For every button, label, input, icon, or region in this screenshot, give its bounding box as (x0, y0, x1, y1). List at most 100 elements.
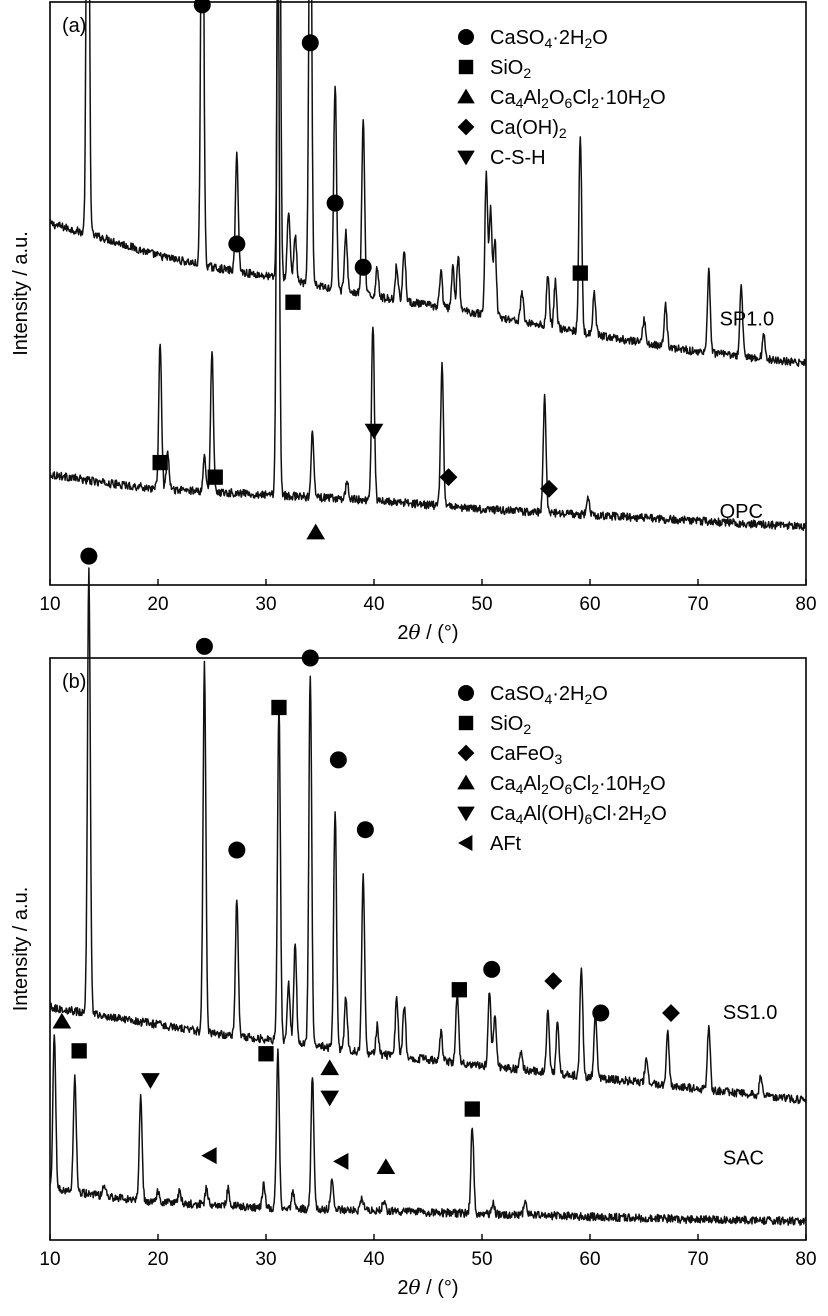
legend-marker-diamond (457, 744, 475, 762)
series-line-SS1.0 (49, 567, 807, 1105)
legend-entry-part: 2 (642, 781, 650, 797)
peak-marker-square (207, 469, 223, 485)
peak-marker-triangle-down (364, 423, 384, 440)
legend-entry-part: 2 (585, 35, 593, 51)
legend-entry-part: CaSO (490, 683, 544, 705)
plot-frame (49, 1, 807, 586)
peak-marker-circle (356, 821, 374, 839)
legend-entry-part: O (592, 27, 608, 49)
peak-marker-square (451, 982, 467, 998)
legend-marker-triangle-left (458, 835, 473, 851)
x-tick-label: 50 (471, 1249, 492, 1270)
legend-entry-part: ·10H (599, 87, 642, 109)
x-tick-label: 70 (687, 594, 708, 615)
x-tick-label: 20 (147, 1249, 168, 1270)
peak-marker-triangle-up (376, 1158, 396, 1175)
legend-entry-part: Ca (490, 773, 516, 795)
legend-entry-part: O (650, 87, 666, 109)
x-tick-label: 30 (255, 1249, 276, 1270)
legend-entry-part: Al (523, 773, 541, 795)
peak-marker-square (271, 699, 287, 716)
legend-entry-part: 2 (559, 125, 567, 141)
legend-entry: C-S-H (490, 147, 546, 169)
legend-marker-circle (458, 685, 474, 701)
peak-marker-square (285, 294, 301, 310)
series-label: SP1.0 (720, 309, 774, 331)
legend-entry: CaSO4·2H2O (490, 27, 608, 51)
legend-entry-part: Ca (490, 803, 516, 825)
legend: CaSO4·2H2OSiO2CaFeO3Ca4Al2O6Cl2·10H2OCa4… (457, 683, 667, 855)
legend-entry-part: 2 (591, 95, 599, 111)
peak-marker-circle (592, 1004, 610, 1022)
legend-entry: SiO2 (490, 57, 531, 81)
x-axis-label: 2θ / (°) (397, 620, 458, 644)
x-tick-label: 30 (255, 594, 276, 615)
legend-entry-part: SiO (490, 57, 523, 79)
legend-entry-part: 2 (591, 781, 599, 797)
peak-marker-circle (193, 0, 211, 14)
peak-marker-circle (301, 649, 319, 667)
legend-entry-part: O (549, 773, 565, 795)
legend-entry-part: 2 (585, 691, 593, 707)
x-tick-label: 20 (147, 594, 168, 615)
x-axis-label-theta: θ (409, 1275, 421, 1299)
legend-entry-part: 6 (565, 95, 573, 111)
legend-entry-part: 2 (642, 95, 650, 111)
legend-entry-part: CaSO (490, 27, 544, 49)
series-label: SS1.0 (723, 1002, 777, 1024)
x-axis-label-symbol: 2 (397, 622, 408, 644)
legend-marker-triangle-down (457, 806, 475, 822)
legend-entry-part: 4 (516, 811, 524, 827)
legend-entry-part: 2 (541, 95, 549, 111)
legend-marker-triangle-up (457, 88, 475, 104)
legend-entry-part: 2 (523, 65, 531, 81)
peak-marker-triangle-up (320, 1059, 340, 1076)
peak-marker-diamond (662, 1004, 680, 1022)
legend-entry-part: 4 (516, 95, 524, 111)
peak-marker-triangle-up (52, 1012, 72, 1029)
x-tick-label: 60 (579, 594, 600, 615)
legend-entry-part: ·2H (552, 683, 584, 705)
legend-entry-part: Ca (490, 87, 516, 109)
legend: CaSO4·2H2OSiO2Ca4Al2O6Cl2·10H2OCa(OH)2C-… (457, 27, 666, 169)
legend-entry-part: 4 (544, 35, 552, 51)
peak-marker-diamond (439, 468, 458, 487)
panel-label: (b) (62, 671, 86, 693)
plot-frame (49, 657, 807, 1241)
peak-marker-circle (228, 841, 246, 859)
series-line-SP1.0 (49, 0, 807, 368)
peak-marker-circle (483, 960, 501, 978)
series-label: SAC (723, 1147, 764, 1169)
legend-entry-part: AFt (490, 833, 522, 855)
x-tick-label: 10 (39, 594, 60, 615)
legend-entry-part: Cl·2H (592, 803, 643, 825)
peak-marker-circle (301, 34, 319, 52)
peak-marker-square (71, 1043, 87, 1059)
peak-marker-square (258, 1046, 274, 1062)
legend-marker-circle (458, 29, 474, 45)
peak-marker-triangle-down (141, 1073, 160, 1089)
peak-marker-diamond (544, 972, 563, 990)
series-label: OPC (720, 501, 763, 523)
x-tick-label: 10 (39, 1249, 60, 1270)
legend-entry: SiO2 (490, 713, 531, 737)
series-line-SAC (49, 1034, 807, 1226)
legend-entry-part: 2 (523, 721, 531, 737)
x-tick-label: 80 (795, 594, 816, 615)
peak-marker-circle (228, 235, 246, 253)
legend-entry-part: CaFeO (490, 743, 554, 765)
legend-entry: Ca4Al(OH)6Cl·2H2O (490, 803, 667, 827)
legend-entry: Ca4Al2O6Cl2·10H2O (490, 87, 666, 111)
legend-marker-square (458, 715, 474, 731)
legend-entry-part: SiO (490, 713, 523, 735)
legend-entry-part: Cl (572, 87, 591, 109)
x-tick-label: 40 (363, 594, 384, 615)
legend-marker-triangle-up (457, 774, 475, 790)
legend-entry-part: ·2H (552, 27, 584, 49)
y-axis-label: Intensity / a.u. (10, 231, 32, 356)
legend-entry-part: 2 (643, 811, 651, 827)
legend-entry-part: 4 (516, 781, 524, 797)
peak-marker-circle (329, 751, 347, 769)
